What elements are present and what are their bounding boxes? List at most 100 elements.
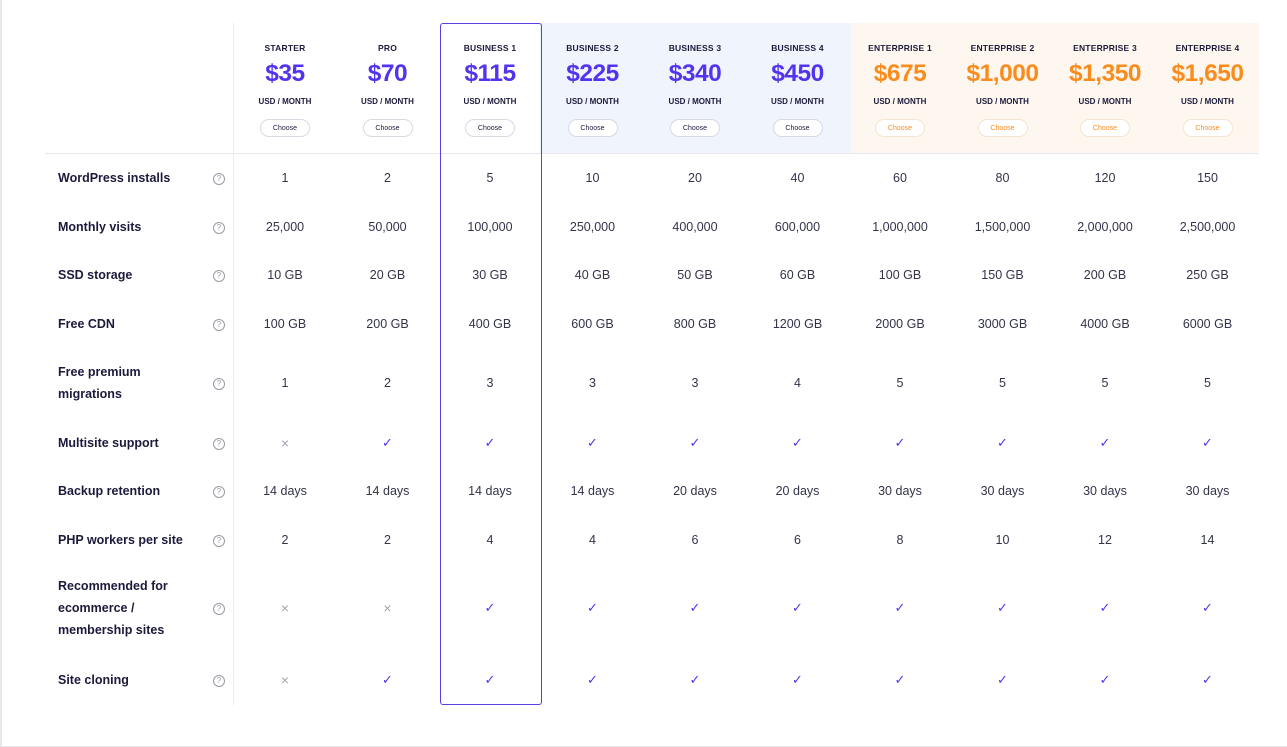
plan-header-enterprise-2: ENTERPRISE 2 $1,000 USD / MONTH Choose bbox=[952, 23, 1054, 153]
choose-button-enterprise-1[interactable]: Choose bbox=[875, 119, 925, 137]
checkmark-icon: ✓ bbox=[1202, 672, 1213, 687]
feature-value: 250 GB bbox=[1186, 268, 1229, 282]
plan-name: BUSINESS 1 bbox=[463, 43, 517, 53]
feature-value: 100,000 bbox=[467, 220, 513, 234]
help-icon[interactable]: ? bbox=[213, 438, 225, 450]
feature-label: Site cloning bbox=[58, 673, 129, 687]
feature-value: 25,000 bbox=[265, 220, 305, 234]
plan-header-enterprise-1: ENTERPRISE 1 $675 USD / MONTH Choose bbox=[849, 23, 951, 153]
checkmark-icon: ✓ bbox=[1099, 600, 1111, 615]
help-icon[interactable]: ? bbox=[213, 675, 225, 687]
choose-button-business-4[interactable]: Choose bbox=[772, 119, 823, 137]
feature-label: Multisite support bbox=[58, 436, 159, 450]
checkmark-icon: ✓ bbox=[1099, 435, 1111, 450]
checkmark-icon: ✓ bbox=[689, 435, 701, 450]
help-icon[interactable]: ? bbox=[213, 486, 225, 498]
plan-header-pro: PRO $70 USD / MONTH Choose bbox=[337, 23, 439, 153]
cross-icon: × bbox=[280, 672, 290, 688]
feature-label: SSD storage bbox=[58, 268, 133, 282]
feature-value: 5 bbox=[1204, 376, 1211, 390]
feature-value: 4 bbox=[794, 376, 801, 390]
header-divider bbox=[45, 153, 1259, 154]
help-icon[interactable]: ? bbox=[213, 173, 225, 185]
checkmark-icon: ✓ bbox=[484, 600, 496, 615]
feature-value: 30 GB bbox=[472, 268, 508, 282]
feature-value: 1 bbox=[281, 376, 289, 390]
checkmark-icon: ✓ bbox=[382, 672, 393, 687]
feature-value: 30 days bbox=[1083, 484, 1127, 498]
checkmark-icon: ✓ bbox=[587, 672, 598, 687]
feature-value: 2,500,000 bbox=[1179, 220, 1236, 234]
plan-name: ENTERPRISE 1 bbox=[868, 43, 932, 53]
plan-price: $450 bbox=[771, 60, 824, 87]
feature-value: 600,000 bbox=[774, 220, 821, 234]
checkmark-icon: ✓ bbox=[997, 435, 1008, 450]
choose-button-enterprise-3[interactable]: Choose bbox=[1080, 119, 1130, 137]
help-icon[interactable]: ? bbox=[213, 378, 225, 390]
feature-label: PHP workers per site bbox=[58, 533, 183, 547]
help-icon[interactable]: ? bbox=[213, 222, 225, 234]
plan-price: $1,000 bbox=[966, 60, 1039, 87]
feature-value: 80 bbox=[995, 171, 1010, 185]
feature-value: 30 days bbox=[1185, 484, 1230, 498]
window-left-border bbox=[0, 0, 2, 747]
feature-value: 3 bbox=[691, 376, 699, 390]
choose-button-business-3[interactable]: Choose bbox=[670, 119, 720, 137]
plan-price: $225 bbox=[566, 60, 619, 87]
checkmark-icon: ✓ bbox=[894, 435, 906, 450]
feature-value: 2 bbox=[281, 533, 289, 547]
feature-value: 20 days bbox=[673, 484, 717, 498]
feature-value: 4 bbox=[589, 533, 596, 547]
choose-button-business-2[interactable]: Choose bbox=[567, 119, 618, 137]
cross-icon: × bbox=[280, 600, 290, 616]
choose-button-pro[interactable]: Choose bbox=[362, 119, 413, 137]
cross-icon: × bbox=[383, 600, 392, 616]
feature-value: 14 days bbox=[263, 484, 307, 498]
checkmark-icon: ✓ bbox=[894, 672, 906, 687]
choose-button-starter[interactable]: Choose bbox=[260, 119, 310, 137]
help-icon[interactable]: ? bbox=[213, 535, 225, 547]
feature-value: 2,000,000 bbox=[1077, 220, 1133, 234]
checkmark-icon: ✓ bbox=[587, 435, 598, 450]
feature-value: 14 days bbox=[468, 484, 512, 498]
plan-name: ENTERPRISE 2 bbox=[970, 43, 1035, 53]
feature-value: 5 bbox=[896, 376, 904, 390]
feature-label: Free premium migrations bbox=[58, 365, 141, 401]
feature-label: Backup retention bbox=[58, 484, 161, 498]
price-unit: USD / MONTH bbox=[771, 97, 824, 106]
feature-value: 2 bbox=[384, 376, 391, 390]
feature-value: 400,000 bbox=[672, 220, 718, 234]
help-icon[interactable]: ? bbox=[213, 603, 225, 615]
feature-value: 2 bbox=[384, 533, 391, 547]
checkmark-icon: ✓ bbox=[997, 672, 1008, 687]
feature-label: WordPress installs bbox=[58, 171, 171, 185]
plan-name: STARTER bbox=[264, 43, 306, 53]
plan-header-business-3: BUSINESS 3 $340 USD / MONTH Choose bbox=[644, 23, 746, 153]
checkmark-icon: ✓ bbox=[484, 435, 496, 450]
checkmark-icon: ✓ bbox=[1202, 600, 1213, 615]
feature-value: 20 bbox=[688, 171, 702, 185]
plan-price: $35 bbox=[265, 60, 305, 87]
feature-value: 5 bbox=[1101, 376, 1109, 390]
checkmark-icon: ✓ bbox=[792, 672, 803, 687]
feature-value: 2 bbox=[384, 171, 391, 185]
checkmark-icon: ✓ bbox=[689, 600, 701, 615]
help-icon[interactable]: ? bbox=[213, 270, 225, 282]
plan-header-starter: STARTER $35 USD / MONTH Choose bbox=[234, 23, 336, 153]
feature-value: 6 bbox=[794, 533, 801, 547]
feature-value: 14 days bbox=[570, 484, 615, 498]
feature-value: 120 bbox=[1094, 171, 1116, 185]
choose-button-enterprise-2[interactable]: Choose bbox=[977, 119, 1028, 137]
feature-value: 20 days bbox=[775, 484, 820, 498]
feature-value: 1 bbox=[281, 171, 289, 185]
choose-button-enterprise-4[interactable]: Choose bbox=[1182, 119, 1233, 137]
choose-button-business-1[interactable]: Choose bbox=[465, 119, 515, 137]
help-icon[interactable]: ? bbox=[213, 319, 225, 331]
checkmark-icon: ✓ bbox=[894, 600, 906, 615]
feature-label: Recommended for ecommerce / membership s… bbox=[58, 579, 168, 637]
plan-price: $675 bbox=[873, 60, 927, 87]
feature-value: 14 days bbox=[365, 484, 410, 498]
feature-value: 5 bbox=[999, 376, 1006, 390]
feature-value: 40 bbox=[790, 171, 805, 185]
price-unit: USD / MONTH bbox=[873, 97, 927, 106]
